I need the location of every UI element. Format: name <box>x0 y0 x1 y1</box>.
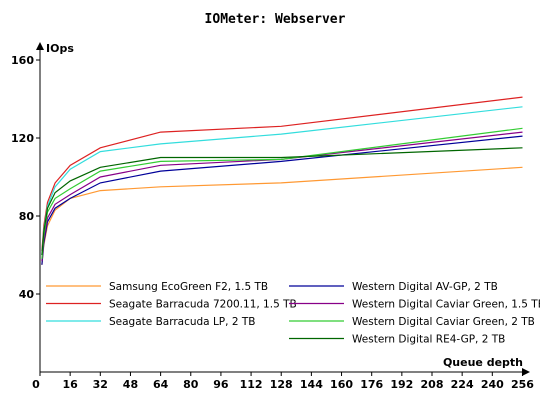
x-tick-label: 112 <box>240 378 263 391</box>
y-tick-label: 160 <box>11 54 34 67</box>
series-line <box>41 166 523 265</box>
series-line <box>41 131 523 261</box>
legend-entry: Seagate Barracuda LP, 2 TB <box>109 316 255 328</box>
x-tick-label: 240 <box>481 378 504 391</box>
series-line <box>41 106 523 256</box>
y-tick-label: 80 <box>19 210 35 223</box>
legend: Samsung EcoGreen F2, 1.5 TB Seagate Barra… <box>46 281 540 346</box>
x-tick-label: 32 <box>93 378 108 391</box>
y-tick-label: 40 <box>19 288 35 301</box>
x-tick-label: 96 <box>213 378 229 391</box>
plot-lines <box>41 96 523 265</box>
x-tick-label: 128 <box>270 378 293 391</box>
x-tick-label: 144 <box>300 378 323 391</box>
x-tick-label: 256 <box>511 378 534 391</box>
x-tick-label: 176 <box>360 378 383 391</box>
x-tick-label: 192 <box>390 378 413 391</box>
series-line <box>41 96 523 252</box>
x-tick-label: 224 <box>451 378 474 391</box>
series-line <box>41 135 523 265</box>
x-tick-label: 0 <box>32 378 40 391</box>
series-line <box>41 127 523 259</box>
legend-entry: Western Digital AV-GP, 2 TB <box>352 281 498 293</box>
legend-entry: Western Digital Caviar Green, 1.5 TB <box>352 299 540 311</box>
x-tick-label: 208 <box>421 378 444 391</box>
axes: 40 80 120 160 0 16 32 48 64 80 96 112 128 144 160 176 19… <box>11 42 534 391</box>
legend-entry: Western Digital RE4-GP, 2 TB <box>352 334 505 346</box>
legend-entry: Western Digital Caviar Green, 2 TB <box>352 316 535 328</box>
x-tick-label: 80 <box>183 378 199 391</box>
legend-entry: Seagate Barracuda 7200.11, 1.5 TB <box>109 299 297 311</box>
x-tick-label: 16 <box>62 378 78 391</box>
chart-title: IOMeter: Webserver <box>205 12 346 27</box>
y-tick-label: 120 <box>11 132 34 145</box>
x-axis-label: Queue depth <box>443 356 523 369</box>
x-tick-label: 160 <box>330 378 353 391</box>
y-axis-arrow <box>36 42 44 50</box>
legend-entry: Samsung EcoGreen F2, 1.5 TB <box>109 281 268 293</box>
y-axis-label: IOps <box>46 42 74 55</box>
x-tick-label: 48 <box>123 378 138 391</box>
series-line <box>41 147 523 256</box>
x-axis-arrow <box>522 368 530 376</box>
x-tick-label: 64 <box>153 378 169 391</box>
